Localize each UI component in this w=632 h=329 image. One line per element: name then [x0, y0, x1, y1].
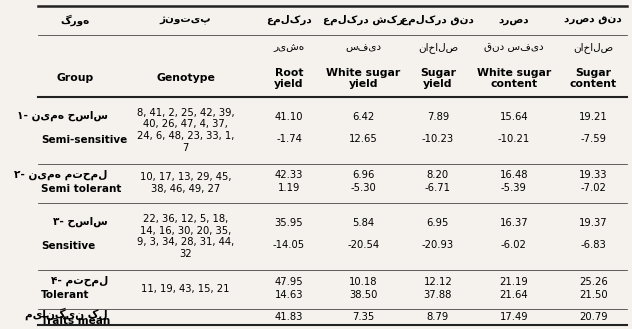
- Text: 7.89: 7.89: [427, 112, 449, 122]
- Text: 11, 19, 43, 15, 21: 11, 19, 43, 15, 21: [141, 284, 229, 294]
- Text: میانگین کل: میانگین کل: [25, 307, 108, 320]
- Text: 22, 36, 12, 5, 18,
14, 16, 30, 20, 35,
9, 3, 34, 28, 31, 44,
32: 22, 36, 12, 5, 18, 14, 16, 30, 20, 35, 9…: [137, 214, 234, 259]
- Text: 7.35: 7.35: [352, 312, 375, 322]
- Text: 15.64: 15.64: [499, 112, 528, 122]
- Text: Group: Group: [57, 73, 94, 84]
- Text: 14.63: 14.63: [275, 290, 303, 300]
- Text: 6.95: 6.95: [427, 218, 449, 228]
- Text: White sugar
yield: White sugar yield: [326, 68, 401, 89]
- Text: 47.95: 47.95: [275, 277, 303, 287]
- Text: 19.37: 19.37: [579, 218, 607, 228]
- Text: Traits mean: Traits mean: [41, 316, 111, 325]
- Text: عملکرد: عملکرد: [266, 15, 312, 25]
- Bar: [38, 270, 627, 309]
- Bar: [38, 97, 627, 164]
- Text: ۴- متحمل: ۴- متحمل: [51, 276, 108, 286]
- Text: 16.48: 16.48: [500, 170, 528, 181]
- Text: Semi-sensitive: Semi-sensitive: [41, 135, 128, 145]
- Text: ۲- نیمه متحمل: ۲- نیمه متحمل: [15, 169, 108, 180]
- Bar: [38, 309, 627, 325]
- Text: Genotype: Genotype: [156, 73, 215, 84]
- Text: ناخالص: ناخالص: [418, 42, 458, 53]
- Text: گروه: گروه: [61, 14, 90, 26]
- Text: درصد: درصد: [499, 15, 529, 25]
- Text: 25.26: 25.26: [579, 277, 607, 287]
- Text: ۳- حساس: ۳- حساس: [53, 216, 108, 227]
- Text: ۱- نیمه حساس: ۱- نیمه حساس: [17, 110, 108, 121]
- Text: 19.21: 19.21: [579, 112, 607, 122]
- Text: ریشه: ریشه: [274, 42, 305, 53]
- Text: 12.12: 12.12: [423, 277, 453, 287]
- Text: 6.96: 6.96: [352, 170, 375, 181]
- Bar: [38, 203, 627, 270]
- Text: 42.33: 42.33: [275, 170, 303, 181]
- Text: 5.84: 5.84: [353, 218, 375, 228]
- Text: ژنوتیپ: ژنوتیپ: [160, 15, 211, 25]
- Text: -1.74: -1.74: [276, 134, 302, 144]
- Text: 8.79: 8.79: [427, 312, 449, 322]
- Text: -6.71: -6.71: [425, 183, 451, 193]
- Text: قند سفید: قند سفید: [484, 42, 544, 53]
- Text: 10.18: 10.18: [349, 277, 378, 287]
- Text: 8, 41, 2, 25, 42, 39,
40, 26, 47, 4, 37,
24, 6, 48, 23, 33, 1,
7: 8, 41, 2, 25, 42, 39, 40, 26, 47, 4, 37,…: [137, 108, 234, 153]
- Text: 17.49: 17.49: [499, 312, 528, 322]
- Text: 21.50: 21.50: [579, 290, 607, 300]
- Text: عملکرد قند: عملکرد قند: [401, 15, 474, 25]
- Text: -20.54: -20.54: [348, 240, 379, 250]
- Text: 8.20: 8.20: [427, 170, 449, 181]
- Text: -5.30: -5.30: [351, 183, 376, 193]
- Text: 19.33: 19.33: [579, 170, 607, 181]
- Text: عملکرد شکر: عملکرد شکر: [324, 15, 404, 25]
- Text: 21.19: 21.19: [499, 277, 528, 287]
- Text: Tolerant: Tolerant: [41, 290, 90, 300]
- Text: 10, 17, 13, 29, 45,
38, 46, 49, 27: 10, 17, 13, 29, 45, 38, 46, 49, 27: [140, 172, 231, 194]
- Text: -7.59: -7.59: [580, 134, 606, 144]
- Bar: [38, 164, 627, 203]
- Text: -6.02: -6.02: [501, 240, 527, 250]
- Text: -7.02: -7.02: [580, 183, 606, 193]
- Text: 1.19: 1.19: [278, 183, 300, 193]
- Text: Sugar
yield: Sugar yield: [420, 68, 456, 89]
- Text: Semi tolerant: Semi tolerant: [41, 184, 121, 194]
- Text: 35.95: 35.95: [275, 218, 303, 228]
- Text: Sensitive: Sensitive: [41, 241, 95, 251]
- Bar: [38, 6, 627, 97]
- Text: 16.37: 16.37: [499, 218, 528, 228]
- Text: -5.39: -5.39: [501, 183, 527, 193]
- Text: White sugar
content: White sugar content: [477, 68, 551, 89]
- Text: درصد قند: درصد قند: [564, 15, 622, 25]
- Text: 37.88: 37.88: [423, 290, 452, 300]
- Text: 6.42: 6.42: [352, 112, 375, 122]
- Text: 21.64: 21.64: [499, 290, 528, 300]
- Text: سفید: سفید: [345, 42, 382, 53]
- Text: Root
yield: Root yield: [274, 68, 304, 89]
- Text: -20.93: -20.93: [422, 240, 454, 250]
- Text: 12.65: 12.65: [349, 134, 378, 144]
- Text: -10.21: -10.21: [498, 134, 530, 144]
- Text: 41.10: 41.10: [275, 112, 303, 122]
- Text: 20.79: 20.79: [579, 312, 607, 322]
- Text: -6.83: -6.83: [580, 240, 606, 250]
- Text: 38.50: 38.50: [349, 290, 377, 300]
- Text: -10.23: -10.23: [422, 134, 454, 144]
- Text: ناخالص: ناخالص: [573, 42, 613, 53]
- Text: -14.05: -14.05: [273, 240, 305, 250]
- Text: 41.83: 41.83: [275, 312, 303, 322]
- Text: Sugar
content: Sugar content: [569, 68, 617, 89]
